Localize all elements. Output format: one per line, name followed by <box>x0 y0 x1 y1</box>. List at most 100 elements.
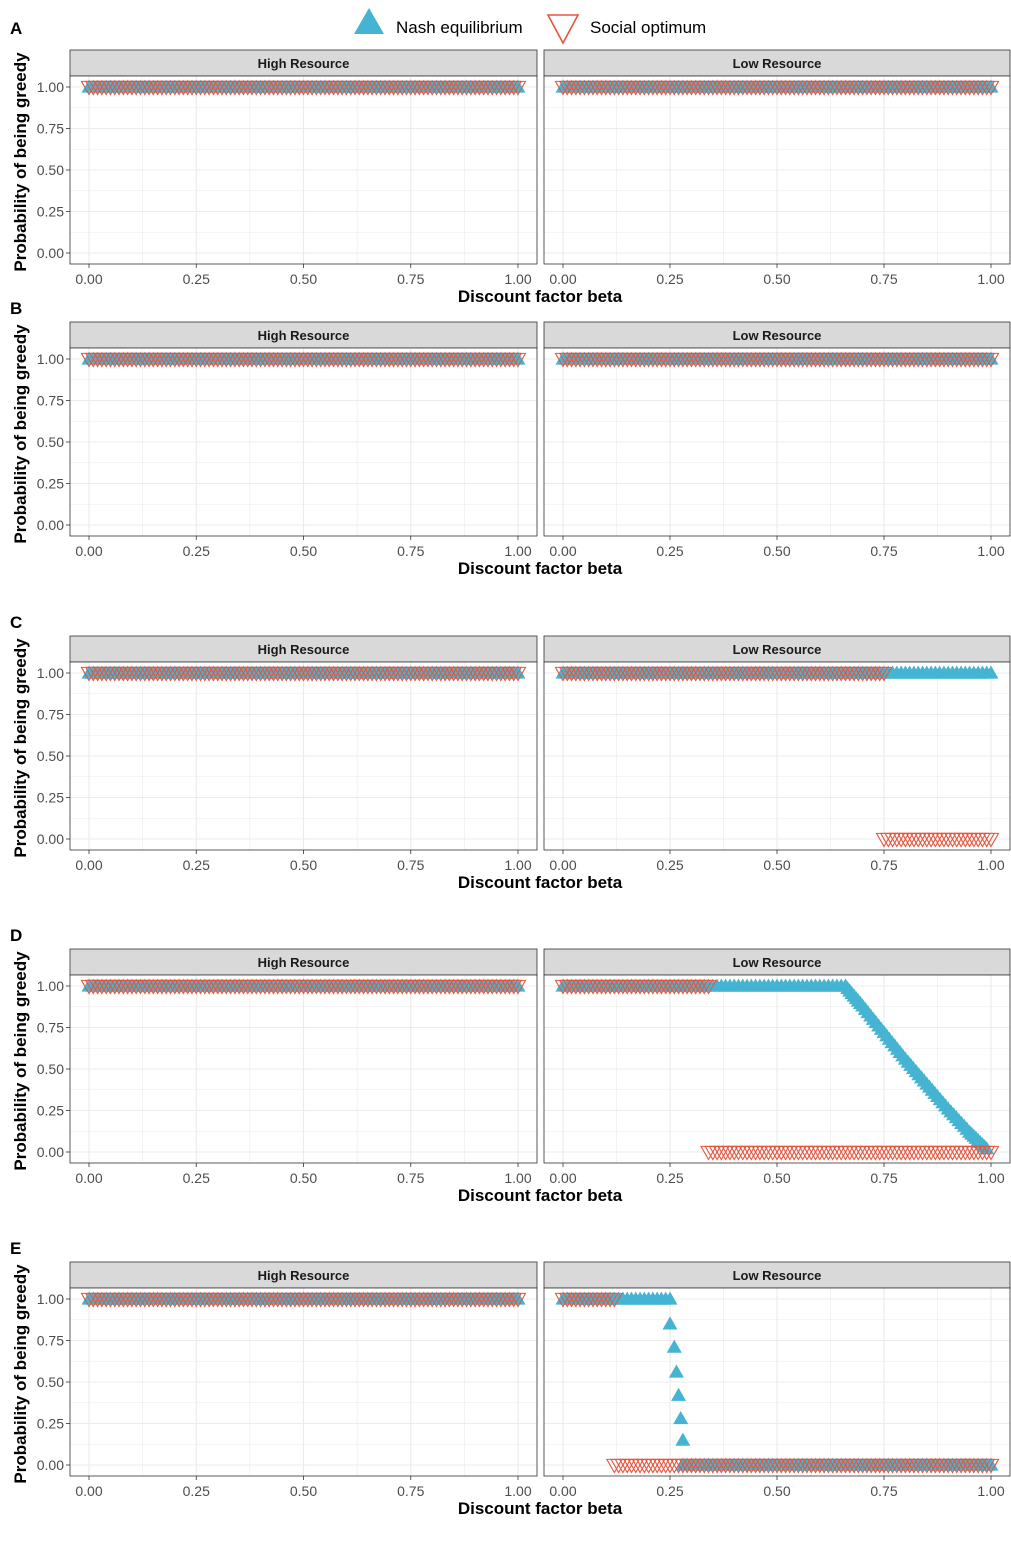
legend-label-social-optimum: Social optimum <box>590 18 706 37</box>
facet-title: High Resource <box>258 56 350 71</box>
panel-a: A Probability of being greedy Discount fac… <box>10 19 1011 306</box>
facet-title: Low Resource <box>733 955 822 970</box>
panel-letter: E <box>10 1239 21 1258</box>
x-tick-label: 0.50 <box>290 543 317 559</box>
x-tick-label: 0.00 <box>75 1483 102 1499</box>
x-tick-label: 1.00 <box>504 1170 531 1186</box>
y-axis-title: Probability of being greedy <box>11 1264 30 1484</box>
facet-low-resource: Low Resource 0.00 0.25 0.50 0.75 1.00 <box>543 635 1011 873</box>
x-tick-label: 0.00 <box>549 1483 576 1499</box>
x-tick-label: 1.00 <box>504 857 531 873</box>
y-tick-label: 0.50 <box>37 748 64 764</box>
social-point <box>982 832 1000 848</box>
series-social-optimum <box>554 80 1000 96</box>
legend-key-nash-equilibrium <box>354 8 384 34</box>
series-social-optimum <box>554 352 1000 368</box>
facet-title: Low Resource <box>733 1268 822 1283</box>
facet-high-resource: High Resource 0.00 0.25 0.50 0.75 1.00 0.00 0.2… <box>37 635 538 873</box>
x-tick-label: 0.25 <box>183 857 210 873</box>
facet-low-resource: Low Resource 0.00 0.25 0.50 0.75 1.00 <box>543 948 1011 1186</box>
x-axis-title: Discount factor beta <box>458 559 623 578</box>
y-tick-label: 0.50 <box>37 1374 64 1390</box>
facet-strip <box>543 948 1011 976</box>
facet-strip <box>69 321 538 349</box>
x-axis-title: Discount factor beta <box>458 287 623 306</box>
nash-point <box>662 1291 678 1305</box>
x-tick-label: 0.75 <box>870 857 897 873</box>
gridlines <box>544 76 1010 264</box>
y-tick-label: 1.00 <box>37 79 64 95</box>
social-point <box>982 80 1000 96</box>
y-tick-label: 1.00 <box>37 665 64 681</box>
x-tick-label: 0.50 <box>763 543 790 559</box>
y-tick-label: 0.00 <box>37 831 64 847</box>
x-tick-label: 0.00 <box>549 857 576 873</box>
x-tick-label: 1.00 <box>504 271 531 287</box>
x-tick-label: 0.25 <box>656 543 683 559</box>
facet-strip <box>69 948 538 976</box>
x-tick-label: 1.00 <box>977 543 1004 559</box>
y-axis-title: Probability of being greedy <box>11 951 30 1171</box>
y-tick-label: 0.50 <box>37 162 64 178</box>
panel-e: E Probability of being greedy Discount fac… <box>10 1239 1011 1518</box>
x-tick-label: 1.00 <box>504 543 531 559</box>
y-tick-label: 1.00 <box>37 1291 64 1307</box>
x-tick-label: 0.50 <box>290 857 317 873</box>
social-point <box>509 979 527 995</box>
x-tick-label: 0.25 <box>183 1170 210 1186</box>
facet-low-resource: Low Resource 0.00 0.25 0.50 0.75 1.00 <box>543 321 1011 559</box>
x-tick-label: 0.25 <box>183 271 210 287</box>
y-tick-label: 0.25 <box>37 204 64 220</box>
x-tick-label: 0.00 <box>75 543 102 559</box>
x-tick-label: 0.50 <box>763 1170 790 1186</box>
y-tick-label: 1.00 <box>37 351 64 367</box>
x-tick-label: 0.25 <box>656 271 683 287</box>
series-social-optimum <box>554 666 1000 848</box>
x-tick-label: 0.25 <box>656 857 683 873</box>
x-tick-label: 0.50 <box>290 271 317 287</box>
nash-point <box>671 1387 687 1401</box>
x-axis-title: Discount factor beta <box>458 1499 623 1518</box>
x-tick-label: 0.25 <box>656 1483 683 1499</box>
facet-strip <box>69 1261 538 1289</box>
social-point <box>982 1145 1000 1161</box>
facet-title: Low Resource <box>733 642 822 657</box>
social-point <box>605 1292 623 1308</box>
x-tick-label: 0.75 <box>397 1170 424 1186</box>
nash-point <box>673 1411 689 1425</box>
panel-letter: A <box>10 19 22 38</box>
series-social-optimum <box>80 666 527 682</box>
panels: A Probability of being greedy Discount fac… <box>10 19 1011 1518</box>
facet-high-resource: High Resource 0.00 0.25 0.50 0.75 1.00 0.00 0.2… <box>37 49 538 287</box>
x-tick-label: 0.75 <box>870 1483 897 1499</box>
facet-title: High Resource <box>258 1268 350 1283</box>
x-tick-label: 0.50 <box>763 271 790 287</box>
series-social-optimum <box>80 1292 527 1308</box>
nash-point <box>983 665 999 679</box>
x-tick-label: 1.00 <box>977 271 1004 287</box>
social-point <box>982 1458 1000 1474</box>
x-tick-label: 0.00 <box>75 1170 102 1186</box>
x-tick-label: 1.00 <box>977 857 1004 873</box>
x-tick-label: 0.00 <box>549 543 576 559</box>
y-tick-label: 0.00 <box>37 517 64 533</box>
x-tick-label: 0.25 <box>183 1483 210 1499</box>
facet-strip <box>543 1261 1011 1289</box>
gridlines <box>544 662 1010 850</box>
series-social-optimum <box>80 80 527 96</box>
x-tick-label: 1.00 <box>504 1483 531 1499</box>
series-social-optimum <box>80 352 527 368</box>
x-tick-label: 0.00 <box>549 271 576 287</box>
social-point <box>509 352 527 368</box>
facet-title: Low Resource <box>733 56 822 71</box>
x-tick-label: 0.00 <box>75 857 102 873</box>
social-point <box>875 666 893 682</box>
panel-letter: D <box>10 926 22 945</box>
series-social-optimum <box>554 979 1000 1161</box>
y-tick-label: 0.00 <box>37 1457 64 1473</box>
y-tick-label: 0.25 <box>37 476 64 492</box>
x-tick-label: 0.75 <box>397 271 424 287</box>
facet-high-resource: High Resource 0.00 0.25 0.50 0.75 1.00 0.00 0.2… <box>37 321 538 559</box>
y-axis-title: Probability of being greedy <box>11 324 30 544</box>
panel-letter: B <box>10 299 22 318</box>
